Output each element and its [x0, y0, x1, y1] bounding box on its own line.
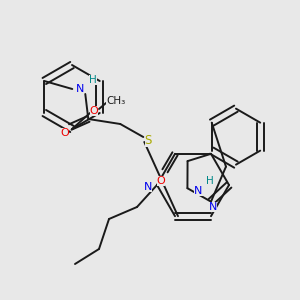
Text: O: O	[90, 106, 98, 116]
Text: S: S	[145, 134, 152, 146]
Text: O: O	[60, 128, 69, 138]
Text: N: N	[76, 84, 85, 94]
Text: H: H	[89, 75, 97, 85]
Text: N: N	[209, 202, 217, 212]
Text: O: O	[157, 176, 165, 186]
Text: N: N	[144, 182, 152, 192]
Text: H: H	[206, 176, 213, 186]
Text: N: N	[194, 186, 202, 196]
Text: CH₃: CH₃	[106, 96, 126, 106]
